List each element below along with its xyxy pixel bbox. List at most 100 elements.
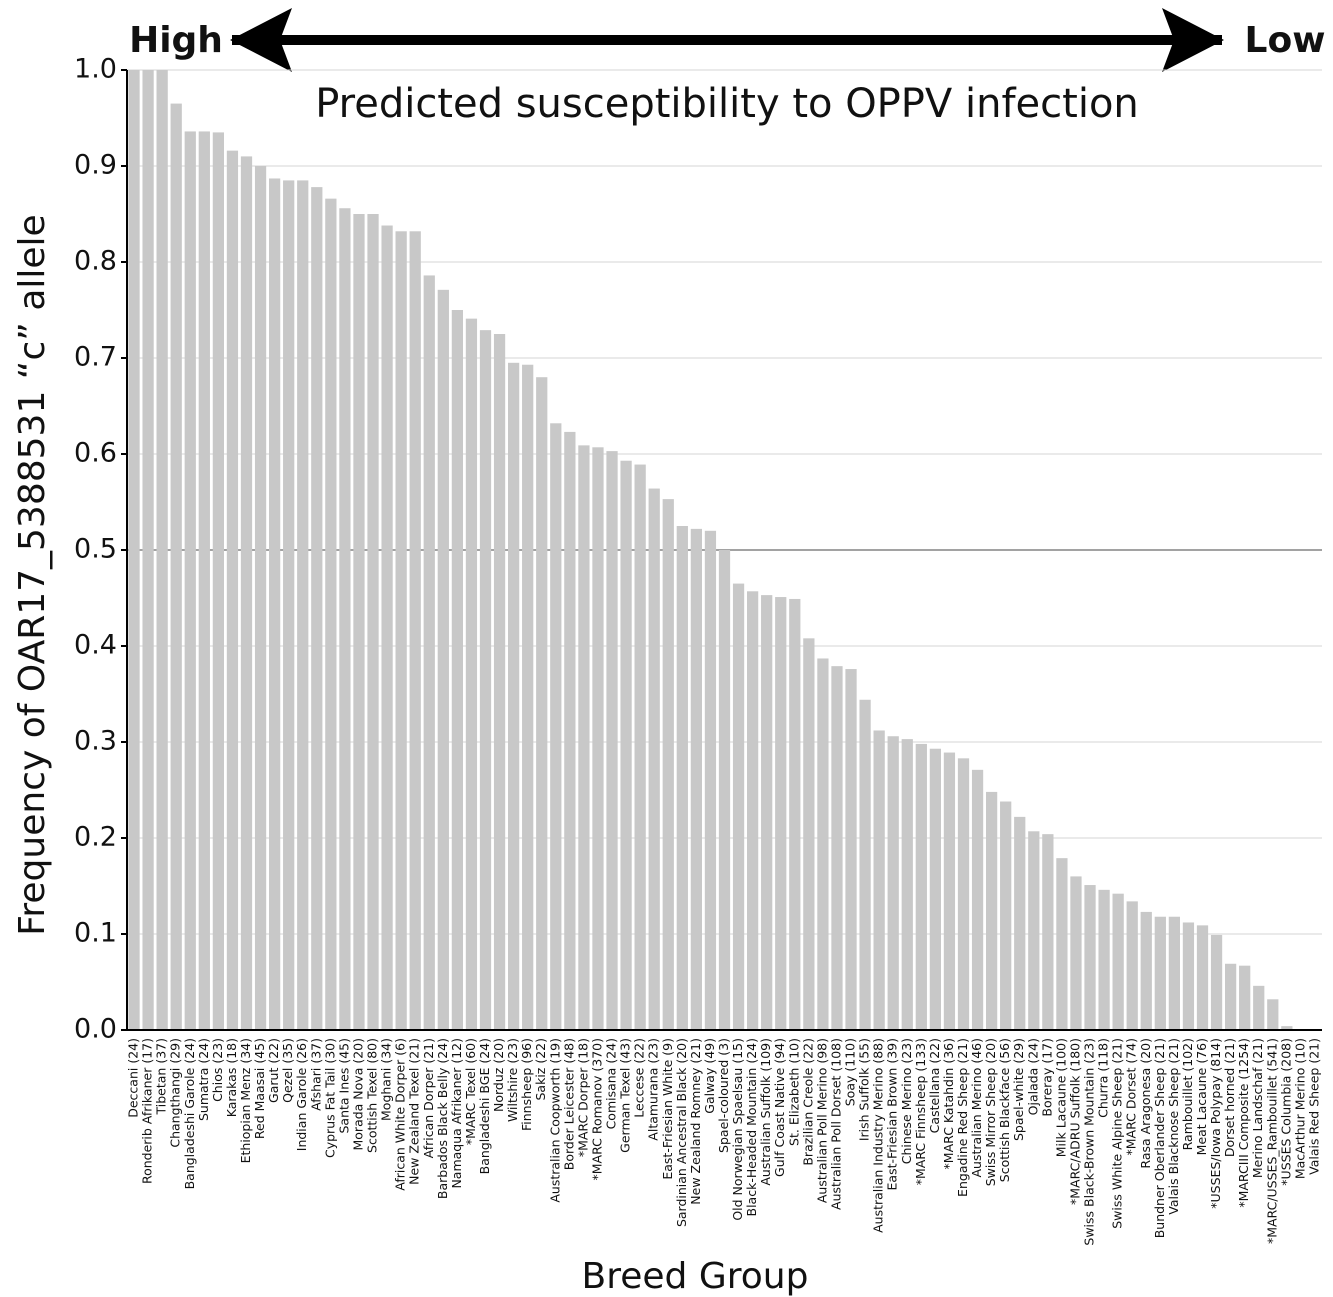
bar <box>746 591 759 1030</box>
x-tick-label: *MARC Texel (60) <box>463 1038 478 1145</box>
x-tick-label: Red Maasai (45) <box>252 1038 267 1139</box>
bar <box>873 730 885 1030</box>
x-tick-label: Castellana (22) <box>927 1038 942 1133</box>
y-tick-label: 0.4 <box>74 630 117 661</box>
bar <box>761 595 773 1030</box>
bar <box>1182 922 1195 1030</box>
bar <box>198 131 210 1030</box>
y-tick-label: 0.7 <box>74 342 117 373</box>
x-tick-label: Valais Red Sheep (21) <box>1306 1038 1321 1175</box>
x-tick-label: Norduz (20) <box>491 1038 506 1112</box>
bar <box>1224 963 1237 1030</box>
bar <box>957 758 970 1030</box>
x-tick-label: Garut (22) <box>266 1038 281 1103</box>
bar <box>268 178 281 1031</box>
bar <box>718 550 731 1030</box>
x-tick-label: Qezel (35) <box>280 1038 295 1103</box>
x-tick-label: *MARC Dorper (18) <box>575 1038 590 1157</box>
x-tick-label: Scottish Texel (80) <box>365 1038 380 1153</box>
bar <box>550 423 562 1030</box>
x-tick-label: Altamurana (23) <box>646 1038 661 1141</box>
bar <box>845 669 857 1030</box>
x-tick-label: East-Friesian White (9) <box>660 1038 675 1180</box>
bar <box>1112 893 1124 1030</box>
y-tick-label: 1.0 <box>74 54 117 85</box>
bar <box>732 583 745 1030</box>
x-tick-label: *USSES/Iowa Polypay (814) <box>1208 1038 1223 1209</box>
x-tick-label: Gulf Coast Native (94) <box>772 1038 787 1177</box>
x-tick-label: Bangladeshi BGE (24) <box>477 1038 492 1174</box>
x-tick-label: Ronderib Afrikaner (17) <box>140 1038 155 1184</box>
x-tick-label: Scottish Blackface (56) <box>997 1038 1012 1182</box>
x-tick-label: Milk Lacaune (100) <box>1053 1038 1068 1157</box>
bar <box>1253 985 1265 1030</box>
bar <box>353 214 365 1030</box>
bar <box>184 131 196 1030</box>
bar <box>507 362 520 1030</box>
x-tick-label: Bangladeshi Garole (24) <box>182 1038 197 1189</box>
bar <box>1168 916 1181 1030</box>
y-tick-label: 0.3 <box>74 726 117 757</box>
bar <box>381 225 393 1030</box>
bar <box>817 658 829 1030</box>
bar <box>409 231 421 1030</box>
bar <box>212 132 225 1030</box>
x-tick-label: Ethiopian Menz (34) <box>238 1038 253 1163</box>
bar <box>704 530 717 1030</box>
bar <box>929 748 942 1030</box>
bar <box>1267 999 1279 1030</box>
x-tick-label: Border Leicester (48) <box>561 1038 576 1170</box>
bar <box>170 103 182 1031</box>
x-tick-label: Bundner Oberlander Sheep (21) <box>1152 1038 1167 1238</box>
x-tick-label: Indian Garole (26) <box>294 1038 309 1151</box>
x-tick-label: *MARC Finnsheep (133) <box>913 1038 928 1185</box>
x-tick-label: St. Elizabeth (10) <box>786 1038 801 1146</box>
x-tick-label: Morada Nova (20) <box>350 1038 365 1151</box>
bar <box>620 460 632 1031</box>
bar <box>156 70 168 1030</box>
bar <box>437 289 449 1031</box>
x-tick-label: *MARC/ADRU Suffolk (180) <box>1067 1038 1082 1205</box>
high-label: High <box>129 20 223 61</box>
bar <box>1140 911 1152 1030</box>
x-tick-label: Afshari (37) <box>308 1038 323 1111</box>
bar <box>915 743 927 1030</box>
x-tick-label: Finnsheep (96) <box>519 1038 534 1131</box>
x-tick-label: Valais Blacknose Sheep (21) <box>1166 1038 1181 1215</box>
bar <box>690 528 703 1030</box>
arrow-head-right <box>1162 8 1224 72</box>
bar <box>254 166 267 1030</box>
x-tick-label: African White Dorper (6) <box>393 1038 408 1191</box>
bar <box>775 597 787 1030</box>
bar <box>367 214 379 1030</box>
x-tick-label: Australian Industry Merino (88) <box>871 1038 886 1233</box>
x-tick-label: Rasa Aragonesa (20) <box>1138 1038 1153 1169</box>
x-tick-label: Boreray (17) <box>1039 1038 1054 1117</box>
bar <box>592 447 604 1030</box>
bar <box>451 310 464 1030</box>
x-tick-label: *MARC/USSES_Rambouillet (541) <box>1264 1038 1279 1244</box>
bar <box>1210 934 1223 1030</box>
bar <box>887 736 899 1030</box>
x-tick-label: Australian Poll Merino (98) <box>814 1038 829 1203</box>
x-tick-label: Dorset horned (21) <box>1222 1038 1237 1157</box>
x-tick-label: New Zealand Texel (21) <box>407 1038 422 1185</box>
x-tick-label: Chinese Merino (23) <box>899 1038 914 1164</box>
bar <box>662 499 674 1030</box>
bar <box>1000 801 1012 1030</box>
x-tick-label: Black-Headed Mountain (24) <box>744 1038 759 1216</box>
bar <box>648 488 660 1030</box>
x-tick-label: Wiltshire (23) <box>505 1038 520 1122</box>
x-tick-label: Old Norwegian Spaelsau (15) <box>730 1038 745 1221</box>
y-tick-label: 0.5 <box>74 534 117 565</box>
arrow-head-left <box>230 8 292 72</box>
x-tick-label: Churra (118) <box>1096 1038 1111 1118</box>
y-tick-label: 0.2 <box>74 822 117 853</box>
x-tick-label: Sakiz (22) <box>533 1038 548 1101</box>
bar <box>339 208 351 1031</box>
bar <box>859 699 871 1030</box>
bar <box>943 752 956 1030</box>
bar <box>297 180 309 1030</box>
x-axis-label: Breed Group <box>582 1256 809 1297</box>
